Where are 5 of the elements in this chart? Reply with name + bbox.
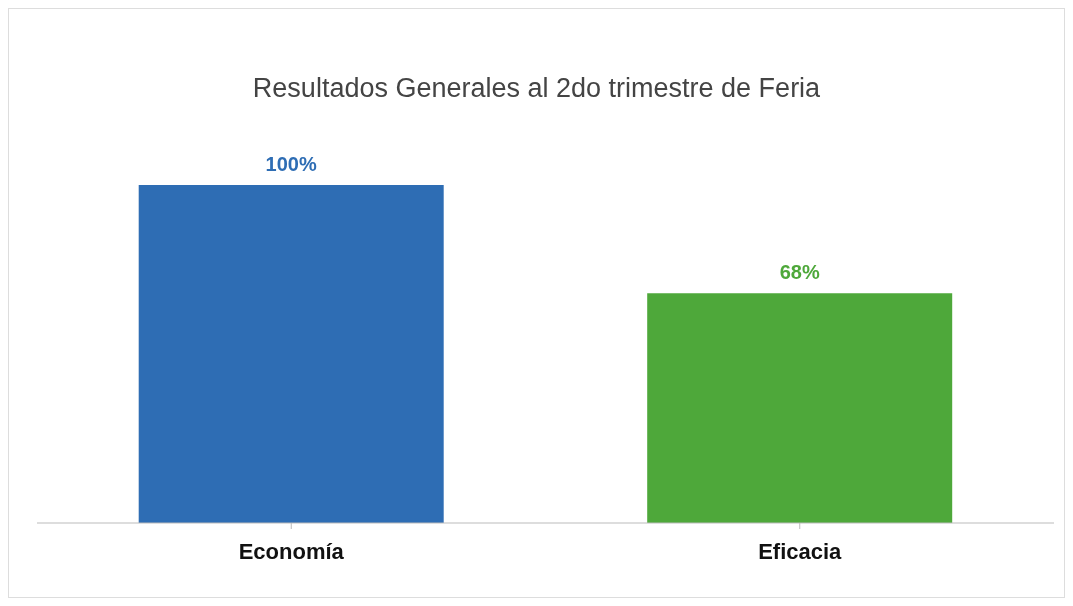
data-label: 68% xyxy=(779,261,820,284)
x-tick-label: Economía xyxy=(238,538,345,564)
data-label: 100% xyxy=(265,153,317,175)
chart-title: Resultados Generales al 2do trimestre de Feria xyxy=(251,72,822,105)
x-tick-label: Eficacia xyxy=(758,538,843,564)
